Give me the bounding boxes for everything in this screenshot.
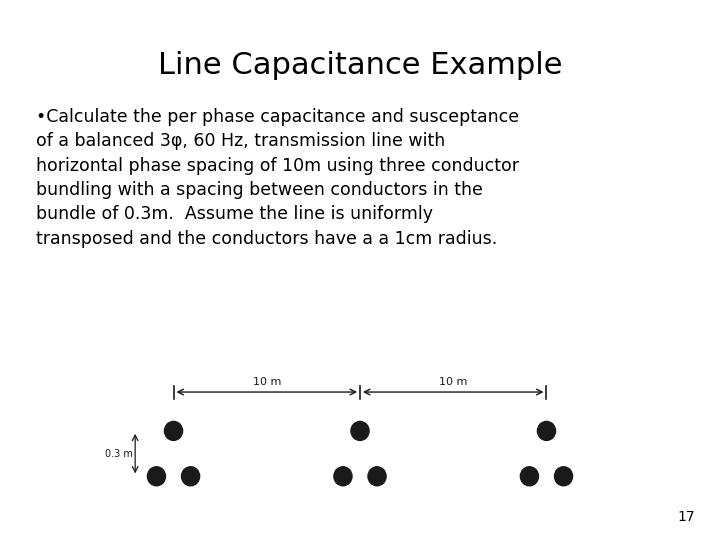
Text: •Calculate the per phase capacitance and susceptance
of a balanced 3φ, 60 Hz, tr: •Calculate the per phase capacitance and… <box>36 108 519 247</box>
Ellipse shape <box>334 467 352 486</box>
Ellipse shape <box>351 421 369 441</box>
Text: 10 m: 10 m <box>253 377 281 387</box>
Text: 17: 17 <box>678 510 695 524</box>
Text: Line Capacitance Example: Line Capacitance Example <box>158 51 562 80</box>
Ellipse shape <box>537 421 556 441</box>
Ellipse shape <box>181 467 199 486</box>
Ellipse shape <box>521 467 539 486</box>
Ellipse shape <box>164 421 183 441</box>
Ellipse shape <box>554 467 572 486</box>
Ellipse shape <box>368 467 386 486</box>
Text: 10 m: 10 m <box>439 377 467 387</box>
Ellipse shape <box>148 467 166 486</box>
Text: 0.3 m: 0.3 m <box>104 449 132 458</box>
